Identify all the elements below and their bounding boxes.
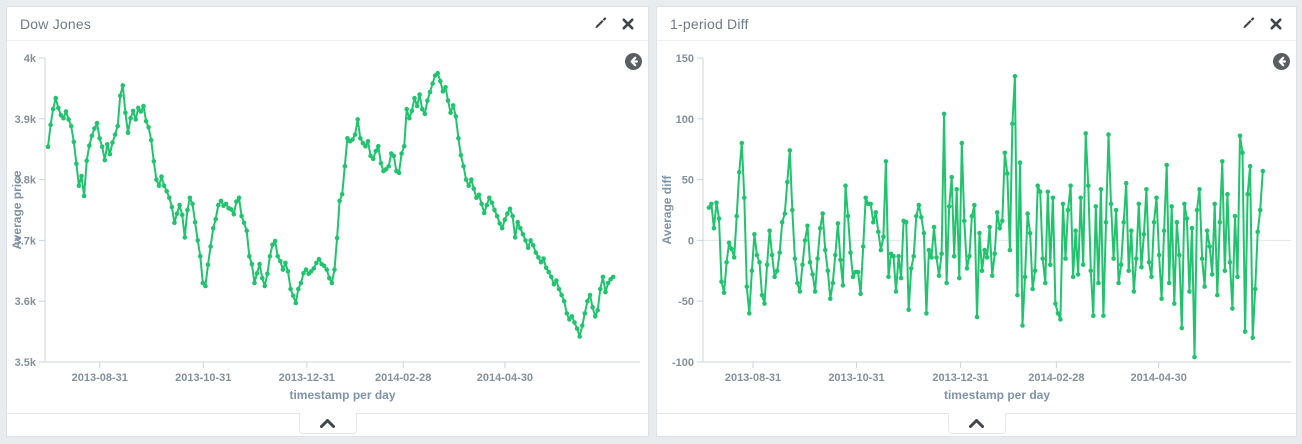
- x-tick-label: 2014-02-28: [1028, 372, 1084, 384]
- y-tick-label: -100: [672, 357, 694, 369]
- x-tick-label: 2014-04-30: [1131, 372, 1187, 384]
- pencil-icon[interactable]: [594, 16, 608, 31]
- series-line: [47, 72, 614, 338]
- diff-line-chart: 150 100 50 0 -50 -100 2013-08-31 2013-10-31 2013…: [660, 53, 1291, 402]
- y-axis-title: Average diff: [660, 175, 674, 245]
- y-tick-label: 50: [682, 175, 694, 187]
- x-tick-label: 2013-12-31: [932, 372, 988, 384]
- y-tick-label: 3.5k: [15, 357, 37, 369]
- x-tick-label: 2013-10-31: [175, 372, 231, 384]
- panel-toolbar: [1242, 16, 1283, 31]
- close-icon[interactable]: [621, 17, 635, 31]
- pencil-icon[interactable]: [1242, 16, 1256, 31]
- series-line: [708, 75, 1264, 359]
- back-circle-icon[interactable]: [1273, 53, 1290, 70]
- x-axis-title: timestamp per day: [289, 388, 395, 402]
- x-tick-label: 2013-08-31: [72, 372, 128, 384]
- chart-area: 150 100 50 0 -50 -100 2013-08-31 2013-10-31 2013…: [657, 41, 1296, 413]
- y-tick-label: 3.9k: [15, 114, 37, 126]
- chevron-up-icon: [969, 418, 984, 428]
- panel-dow-jones: Dow Jones 4k 3.9k 3.8k 3.7k 3.6k 3.5k 2013-08-…: [6, 6, 649, 437]
- panel-title: Dow Jones: [20, 15, 92, 32]
- panel-1-period-diff: 1-period Diff 150 100 50 0 -50 -100 2013-08-31…: [656, 6, 1297, 437]
- chevron-up-icon: [320, 418, 335, 428]
- y-tick-label: 0: [688, 235, 694, 247]
- dow-jones-line-chart: 4k 3.9k 3.8k 3.7k 3.6k 3.5k 2013-08-31 2013-10-…: [10, 53, 640, 402]
- panel-header: 1-period Diff: [657, 7, 1296, 41]
- x-tick-label: 2013-08-31: [725, 372, 781, 384]
- y-tick-label: 4k: [24, 53, 37, 65]
- x-tick-label: 2014-04-30: [477, 372, 533, 384]
- y-tick-label: 3.8k: [15, 175, 37, 187]
- y-tick-label: -50: [678, 296, 694, 308]
- y-axis-title: Average price: [10, 170, 24, 249]
- x-tick-label: 2014-02-28: [375, 372, 431, 384]
- series-points[interactable]: [706, 73, 1266, 360]
- panel-footer: [657, 413, 1296, 436]
- y-tick-label: 150: [676, 53, 694, 65]
- collapse-panel-button[interactable]: [947, 413, 1006, 434]
- series-points[interactable]: [45, 70, 616, 339]
- panel-toolbar: [594, 16, 635, 31]
- collapse-panel-button[interactable]: [298, 413, 357, 434]
- back-circle-icon[interactable]: [625, 53, 642, 70]
- y-tick-label: 100: [676, 114, 694, 126]
- panel-header: Dow Jones: [7, 7, 648, 41]
- x-tick-label: 2013-12-31: [279, 372, 335, 384]
- y-tick-label: 3.6k: [15, 296, 37, 308]
- x-axis-title: timestamp per day: [944, 388, 1050, 402]
- panel-title: 1-period Diff: [670, 15, 749, 32]
- x-tick-label: 2013-10-31: [828, 372, 884, 384]
- y-tick-label: 3.7k: [15, 235, 37, 247]
- chart-area: 4k 3.9k 3.8k 3.7k 3.6k 3.5k 2013-08-31 2013-10-…: [7, 41, 648, 413]
- close-icon[interactable]: [1269, 17, 1283, 31]
- panel-footer: [7, 413, 648, 436]
